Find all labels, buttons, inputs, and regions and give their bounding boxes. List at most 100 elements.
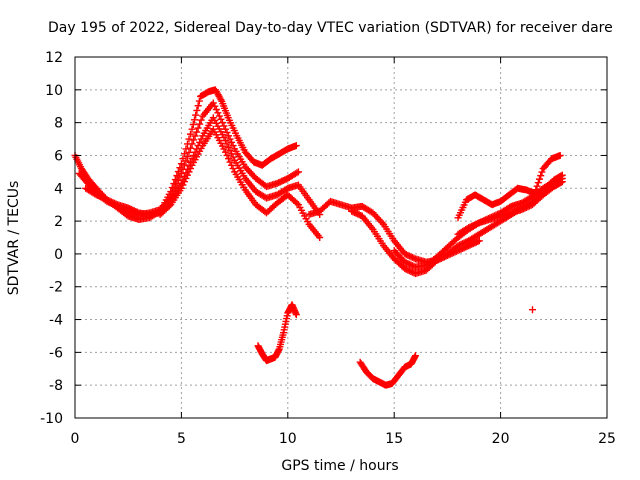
y-tick-label: 12 (45, 50, 63, 66)
y-axis-label: SDTVAR / TECUs (6, 181, 22, 296)
data-point (177, 184, 185, 192)
data-point (402, 259, 410, 267)
data-point (103, 196, 111, 204)
data-point (475, 237, 483, 245)
data-point (294, 168, 302, 176)
data-point (209, 99, 217, 107)
data-point (407, 267, 415, 275)
data-point (355, 211, 363, 219)
data-point (165, 202, 173, 210)
x-tick-label: 25 (598, 431, 616, 447)
data-point (481, 216, 489, 224)
data-point (188, 125, 196, 133)
data-point (191, 132, 199, 140)
data-point (538, 168, 546, 176)
data-point (194, 124, 202, 132)
data-point (187, 165, 195, 173)
data-point (107, 198, 115, 206)
y-tick-label: -6 (49, 345, 63, 361)
data-point (221, 148, 229, 156)
data-point (194, 102, 202, 110)
data-point (104, 196, 112, 204)
data-point (192, 111, 200, 119)
data-point (404, 266, 412, 274)
data-point (484, 215, 492, 223)
data-point (180, 178, 188, 186)
y-tick-label: 10 (45, 83, 63, 99)
data-point (278, 177, 286, 185)
data-point (228, 150, 236, 158)
data-point (228, 161, 236, 169)
data-point (402, 251, 410, 259)
data-point (221, 125, 229, 133)
data-point (352, 209, 360, 217)
x-tick-label: 0 (71, 431, 80, 447)
data-point (127, 205, 135, 213)
series-arc-11 (356, 352, 419, 389)
data-point (196, 120, 204, 128)
data-point (133, 208, 141, 216)
data-point (405, 260, 413, 268)
y-tick-label: 2 (54, 214, 63, 230)
data-point (486, 214, 494, 222)
data-point (112, 200, 120, 208)
data-point (521, 204, 529, 212)
data-point (126, 205, 134, 213)
data-point (483, 215, 491, 223)
data-point (193, 128, 201, 136)
data-point (229, 153, 237, 161)
series-arc-9 (454, 174, 566, 238)
series-arc-3 (82, 114, 324, 219)
data-point (109, 199, 117, 207)
data-point (480, 217, 488, 225)
data-point (275, 179, 283, 187)
data-point (276, 178, 284, 186)
data-points (71, 86, 566, 389)
data-point (349, 208, 357, 216)
data-point (460, 239, 468, 247)
data-point (173, 172, 181, 180)
data-point (111, 199, 119, 207)
data-point (401, 265, 409, 273)
data-point (519, 205, 527, 213)
series-arc-10 (254, 301, 300, 365)
data-point (223, 151, 231, 159)
series-arc-8 (454, 151, 564, 222)
data-point (187, 130, 195, 138)
data-point (410, 254, 418, 262)
data-point (293, 169, 301, 177)
data-point (187, 144, 195, 152)
data-point (190, 151, 198, 159)
data-point (197, 116, 205, 124)
data-point (405, 252, 413, 260)
y-tick-label: 6 (54, 148, 63, 164)
data-point (316, 234, 324, 241)
data-point (130, 207, 138, 215)
data-point (494, 210, 502, 218)
data-point (522, 203, 530, 211)
data-point (462, 238, 470, 246)
data-point (193, 106, 201, 114)
data-point (525, 202, 533, 210)
series-isolated (529, 306, 537, 314)
data-point (408, 262, 416, 270)
data-point (273, 179, 281, 187)
data-point (180, 161, 188, 169)
data-point (478, 217, 486, 225)
data-point (197, 135, 205, 143)
data-point (98, 194, 106, 202)
data-point (106, 197, 114, 205)
x-tick-label: 10 (279, 431, 297, 447)
data-point (471, 239, 479, 247)
data-point (292, 142, 300, 150)
data-point (293, 199, 301, 207)
data-point (407, 261, 415, 269)
data-point (212, 106, 220, 114)
data-point (536, 175, 544, 183)
data-point (92, 191, 100, 199)
data-point (185, 135, 193, 143)
data-point (405, 267, 413, 275)
data-point (411, 352, 419, 360)
data-point (218, 119, 226, 127)
